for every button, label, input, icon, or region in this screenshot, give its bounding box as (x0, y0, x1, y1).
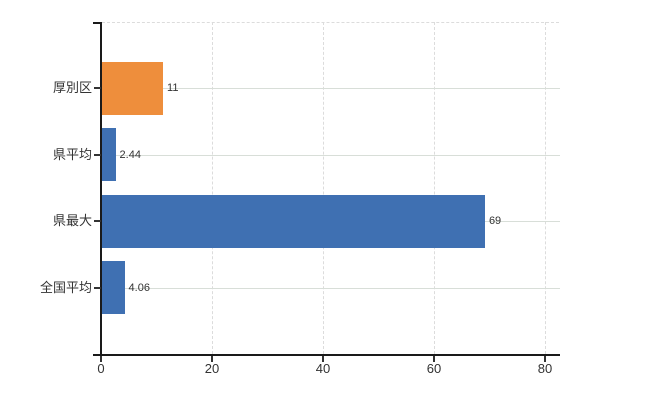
category-label: 県最大 (52, 213, 92, 229)
x-axis-tick (544, 356, 546, 362)
x-axis-tick (211, 356, 213, 362)
x-axis-tick (433, 356, 435, 362)
category-label: 厚別区 (52, 80, 92, 96)
bar-value-label: 4.06 (128, 281, 150, 294)
x-gridline (545, 22, 546, 354)
category-label: 全国平均 (39, 279, 92, 295)
category-gridline (101, 88, 560, 90)
x-tick-label: 0 (97, 361, 105, 376)
bar-value-label: 2.44 (119, 148, 141, 161)
x-gridline (323, 22, 324, 354)
y-axis-tick (94, 153, 101, 156)
bar-value-label: 69 (488, 215, 502, 228)
y-axis-top-tick (93, 22, 101, 24)
x-tick-label: 80 (537, 361, 553, 376)
x-tick-label: 20 (204, 361, 220, 376)
plot-top-border (102, 22, 559, 23)
plot-area: 11 2.44 69 4.06 (101, 22, 560, 354)
x-tick-label: 40 (315, 361, 331, 376)
x-tick-label: 60 (426, 361, 442, 376)
x-gridline (212, 22, 213, 354)
bar-value-label: 11 (167, 82, 179, 95)
y-axis-line (100, 22, 102, 356)
y-axis-tick (94, 286, 101, 289)
x-axis-tick (322, 356, 324, 362)
x-gridline (434, 22, 435, 354)
y-axis-tick (94, 220, 101, 223)
x-axis-line (93, 354, 560, 356)
x-axis-tick (100, 356, 102, 362)
bar-県平均 (102, 128, 116, 182)
category-label: 県平均 (52, 146, 92, 162)
category-gridline (101, 154, 560, 156)
bar-厚別区 (102, 61, 164, 115)
bar-県最大 (102, 194, 485, 248)
y-axis-tick (94, 87, 101, 90)
bar-全国平均 (102, 261, 125, 315)
category-gridline (101, 287, 560, 289)
